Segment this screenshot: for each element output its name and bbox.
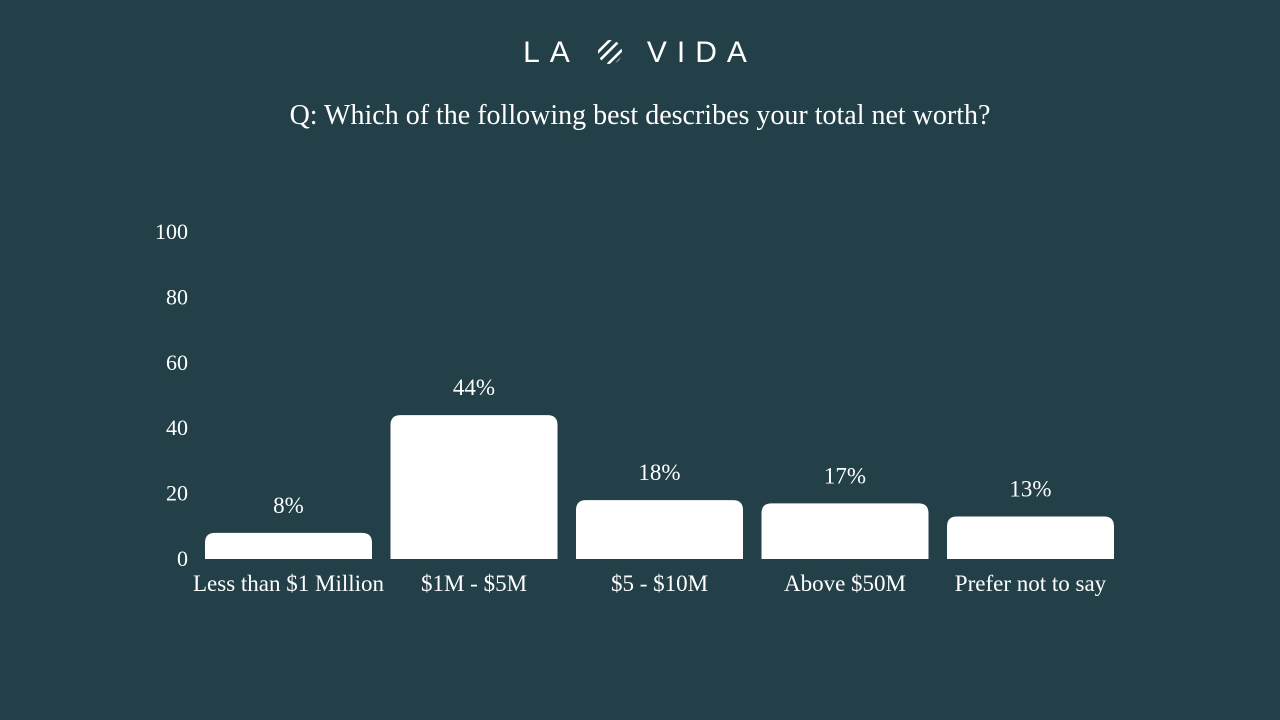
logo-text-left: LA <box>523 36 579 69</box>
bar <box>390 415 558 559</box>
striped-circle-icon <box>597 40 622 65</box>
data-label: 17% <box>824 463 866 488</box>
y-tick-label: 0 <box>177 546 188 571</box>
x-tick-label: Prefer not to say <box>955 571 1107 596</box>
bar <box>761 503 929 559</box>
bar <box>947 516 1114 559</box>
x-tick-label: Above $50M <box>784 571 906 596</box>
data-label: 18% <box>638 460 680 485</box>
y-tick-label: 100 <box>155 219 188 244</box>
y-tick-label: 60 <box>166 350 188 375</box>
chart-title: Q: Which of the following best describes… <box>289 100 991 131</box>
x-tick-label: Less than $1 Million <box>193 571 385 596</box>
logo-text-right: VIDA <box>646 36 757 69</box>
data-label: 44% <box>453 375 495 400</box>
y-tick-label: 40 <box>166 415 188 440</box>
data-label: 13% <box>1009 476 1051 501</box>
bar <box>205 532 372 559</box>
logo: LA VIDA <box>0 36 1280 70</box>
x-tick-label: $5 - $10M <box>611 571 708 596</box>
y-tick-label: 80 <box>166 284 188 309</box>
y-tick-label: 20 <box>166 481 188 506</box>
data-label: 8% <box>273 493 304 518</box>
x-tick-label: $1M - $5M <box>421 571 527 596</box>
bar <box>576 500 743 559</box>
